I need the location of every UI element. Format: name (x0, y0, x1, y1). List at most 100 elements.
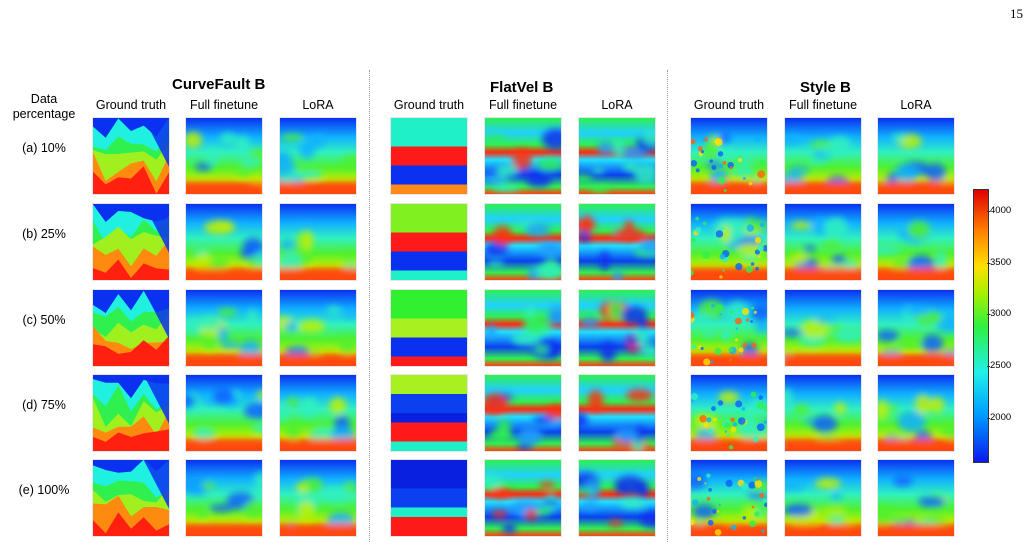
velocity-map-svg (280, 204, 356, 280)
column-label: Full finetune (788, 98, 858, 112)
velocity-map-svg (186, 375, 262, 451)
velocity-map-svg (878, 460, 954, 536)
velocity-map-image (578, 374, 656, 452)
group-divider (369, 70, 370, 542)
column-label: Ground truth (95, 98, 167, 112)
velocity-map-svg (280, 460, 356, 536)
colorbar-tick-label: 2000 (990, 412, 1012, 423)
velocity-map-svg (579, 460, 655, 536)
velocity-map-image (578, 117, 656, 195)
velocity-map-svg (485, 375, 561, 451)
velocity-map-image (92, 459, 170, 537)
velocity-map-image (92, 203, 170, 281)
column-label: LoRA (601, 98, 633, 112)
velocity-map-svg (878, 290, 954, 366)
velocity-map-image (784, 203, 862, 281)
velocity-map-image (279, 117, 357, 195)
column-label: Ground truth (393, 98, 465, 112)
velocity-map-image (92, 117, 170, 195)
velocity-map-image (279, 203, 357, 281)
velocity-map-svg (579, 375, 655, 451)
velocity-map-image (279, 289, 357, 367)
velocity-map-svg (485, 204, 561, 280)
velocity-map-image (390, 289, 468, 367)
row-label: (c) 50% (22, 313, 66, 327)
velocity-map-svg (691, 375, 767, 451)
velocity-map-svg (785, 204, 861, 280)
velocity-map-image (578, 203, 656, 281)
velocity-map-svg (93, 204, 169, 280)
velocity-map-image (390, 374, 468, 452)
velocity-map-image (784, 459, 862, 537)
velocity-map-image (690, 117, 768, 195)
colorbar-tick-label: 2500 (990, 360, 1012, 371)
group-title-curvefault: CurveFault B (172, 76, 266, 93)
velocity-map-image (690, 203, 768, 281)
velocity-map-svg (93, 460, 169, 536)
velocity-map-image (877, 374, 955, 452)
velocity-map-image (578, 289, 656, 367)
colorbar-tick-label: 3000 (990, 308, 1012, 319)
velocity-map-image (690, 289, 768, 367)
velocity-map-svg (93, 118, 169, 194)
velocity-map-svg (579, 290, 655, 366)
velocity-map-svg (785, 290, 861, 366)
velocity-map-image (578, 459, 656, 537)
velocity-map-svg (691, 460, 767, 536)
row-label: (a) 10% (22, 141, 66, 155)
velocity-map-image (185, 459, 263, 537)
velocity-map-image (279, 374, 357, 452)
velocity-map-image (484, 374, 562, 452)
velocity-map-image (92, 374, 170, 452)
velocity-map-svg (391, 460, 467, 536)
velocity-map-svg (186, 204, 262, 280)
colorbar-tick (987, 314, 990, 315)
velocity-map-svg (391, 118, 467, 194)
velocity-map-svg (485, 460, 561, 536)
velocity-map-image (877, 459, 955, 537)
velocity-map-svg (280, 118, 356, 194)
velocity-map-svg (186, 460, 262, 536)
colorbar-tick (987, 366, 990, 367)
velocity-map-svg (391, 375, 467, 451)
velocity-map-svg (280, 375, 356, 451)
velocity-map-image (185, 289, 263, 367)
velocity-map-image (390, 117, 468, 195)
velocity-map-image (877, 203, 955, 281)
velocity-map-svg (280, 290, 356, 366)
group-title-style: Style B (800, 79, 851, 96)
velocity-map-image (784, 289, 862, 367)
velocity-map-svg (391, 290, 467, 366)
velocity-map-image (390, 203, 468, 281)
velocity-map-svg (186, 118, 262, 194)
velocity-map-image (484, 117, 562, 195)
velocity-map-image (877, 117, 955, 195)
velocity-map-svg (93, 375, 169, 451)
velocity-map-svg (878, 375, 954, 451)
group-divider (667, 70, 668, 542)
velocity-map-image (877, 289, 955, 367)
velocity-map-image (185, 374, 263, 452)
velocity-map-svg (186, 290, 262, 366)
velocity-map-image (92, 289, 170, 367)
velocity-map-svg (785, 375, 861, 451)
velocity-colorbar (973, 189, 989, 463)
velocity-map-svg (785, 118, 861, 194)
colorbar-tick-label: 3500 (990, 257, 1012, 268)
velocity-map-svg (93, 290, 169, 366)
velocity-map-svg (579, 204, 655, 280)
velocity-map-svg (485, 118, 561, 194)
header-line-1: Data (30, 92, 58, 106)
velocity-map-svg (878, 204, 954, 280)
velocity-map-image (185, 203, 263, 281)
velocity-map-svg (485, 290, 561, 366)
velocity-map-svg (785, 460, 861, 536)
group-title-flatvel: FlatVel B (490, 79, 554, 96)
column-label: LoRA (900, 98, 932, 112)
row-label: (e) 100% (18, 483, 70, 497)
velocity-map-image (484, 459, 562, 537)
velocity-map-svg (691, 204, 767, 280)
velocity-map-svg (878, 118, 954, 194)
velocity-map-image (784, 374, 862, 452)
velocity-map-image (784, 117, 862, 195)
